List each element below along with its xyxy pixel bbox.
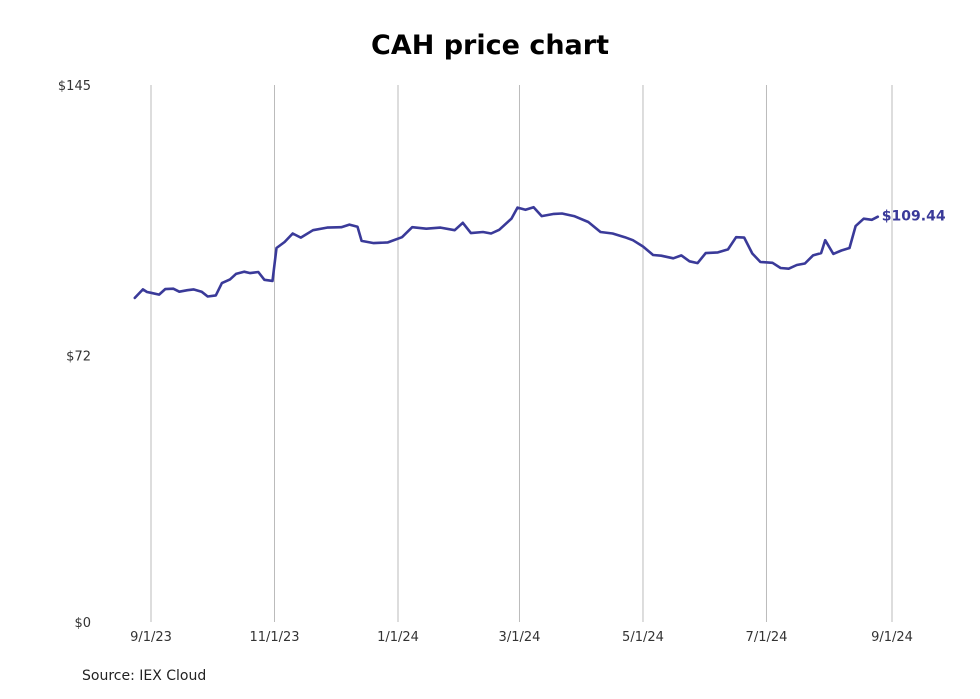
x-tick-label: 1/1/24 bbox=[377, 630, 419, 645]
x-axis-ticks: 9/1/23 11/1/23 1/1/24 3/1/24 5/1/24 7/1/24 9/1… bbox=[130, 630, 913, 645]
series-layer bbox=[133, 205, 880, 300]
last-price-label: $109.44 bbox=[882, 209, 946, 225]
x-tick-label: 5/1/24 bbox=[622, 630, 664, 645]
grid-lines bbox=[150, 85, 893, 622]
x-tick-label: 11/1/23 bbox=[249, 630, 299, 645]
x-tick-label: 7/1/24 bbox=[746, 630, 788, 645]
x-tick-label: 3/1/24 bbox=[499, 630, 541, 645]
y-tick-label: $0 bbox=[74, 616, 91, 631]
chart-title: CAH price chart bbox=[371, 30, 609, 61]
x-tick-label: 9/1/23 bbox=[130, 630, 172, 645]
x-tick-label: 9/1/24 bbox=[871, 630, 913, 645]
source-note: Source: IEX Cloud bbox=[82, 668, 207, 684]
y-axis-ticks: $0 $72 $145 bbox=[58, 79, 91, 631]
y-tick-label: $72 bbox=[66, 349, 91, 364]
y-tick-label: $145 bbox=[58, 79, 91, 94]
price-line bbox=[133, 205, 880, 300]
